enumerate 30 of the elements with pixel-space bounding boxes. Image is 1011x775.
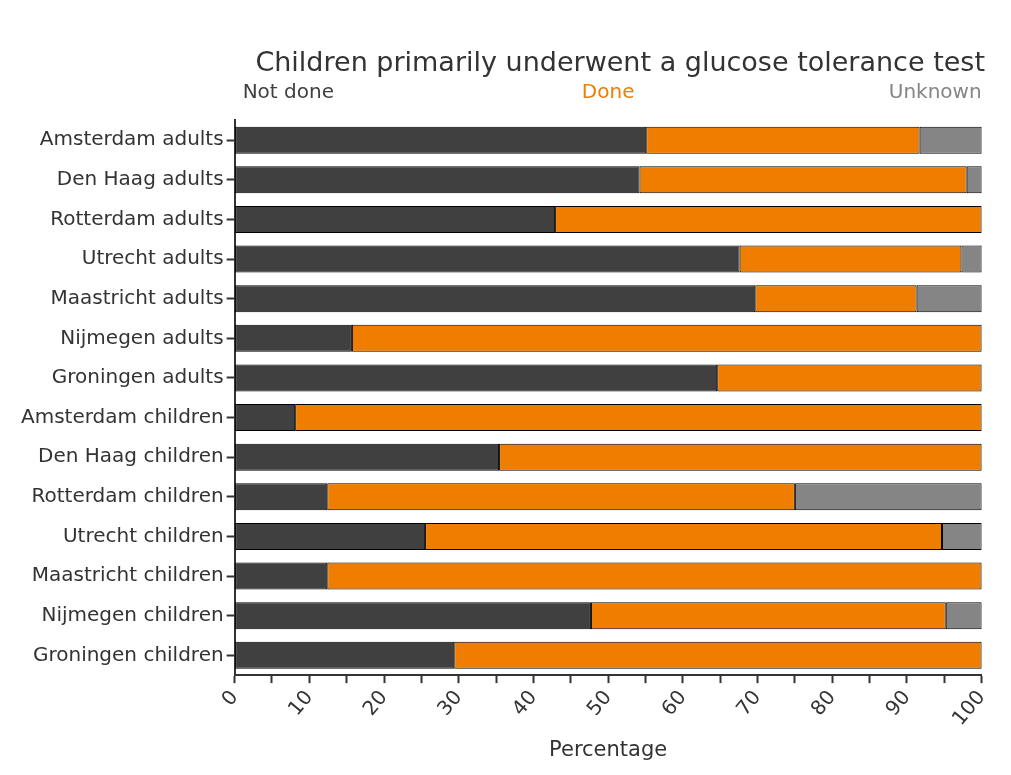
y-tick-label: Maastricht adults bbox=[50, 284, 224, 309]
x-tick-label: 50 bbox=[581, 684, 616, 720]
y-tick-label: Den Haag children bbox=[38, 443, 224, 468]
y-tick-label: Amsterdam children bbox=[21, 403, 224, 428]
x-tick-label: 10 bbox=[282, 684, 318, 720]
y-tick-label: Nijmegen children bbox=[41, 601, 224, 626]
y-tick-label: Den Haag adults bbox=[56, 166, 224, 191]
x-tick-label: 0 bbox=[215, 684, 243, 711]
x-tick-label: 20 bbox=[357, 684, 392, 720]
x-tick-label: 40 bbox=[506, 684, 542, 720]
y-tick-label: Utrecht children bbox=[62, 522, 224, 547]
y-tick-label: Rotterdam children bbox=[31, 483, 224, 508]
y-tick-label: Groningen children bbox=[32, 641, 224, 666]
x-tick-label: 90 bbox=[880, 684, 915, 720]
y-tick-label: Maastricht children bbox=[31, 562, 224, 587]
chart-title: Children primarily underwent a glucose tolerance test bbox=[255, 46, 985, 78]
x-axis-title: Percentage bbox=[549, 736, 668, 761]
series-label: Not done bbox=[242, 78, 334, 103]
x-tick-label: 70 bbox=[730, 684, 766, 720]
y-tick-label: Rotterdam adults bbox=[50, 205, 224, 230]
series-label: Done bbox=[581, 78, 635, 103]
x-tick-label: 30 bbox=[431, 684, 467, 720]
y-tick-label: Nijmegen adults bbox=[60, 324, 224, 349]
x-tick-label: 100 bbox=[946, 684, 990, 730]
series-label: Unknown bbox=[888, 78, 982, 103]
y-tick-label: Groningen adults bbox=[51, 364, 224, 389]
y-tick-label: Utrecht adults bbox=[81, 245, 224, 270]
x-tick-label: 80 bbox=[805, 684, 841, 720]
x-tick-label: 60 bbox=[655, 684, 691, 720]
y-tick-label: Amsterdam adults bbox=[39, 126, 224, 151]
